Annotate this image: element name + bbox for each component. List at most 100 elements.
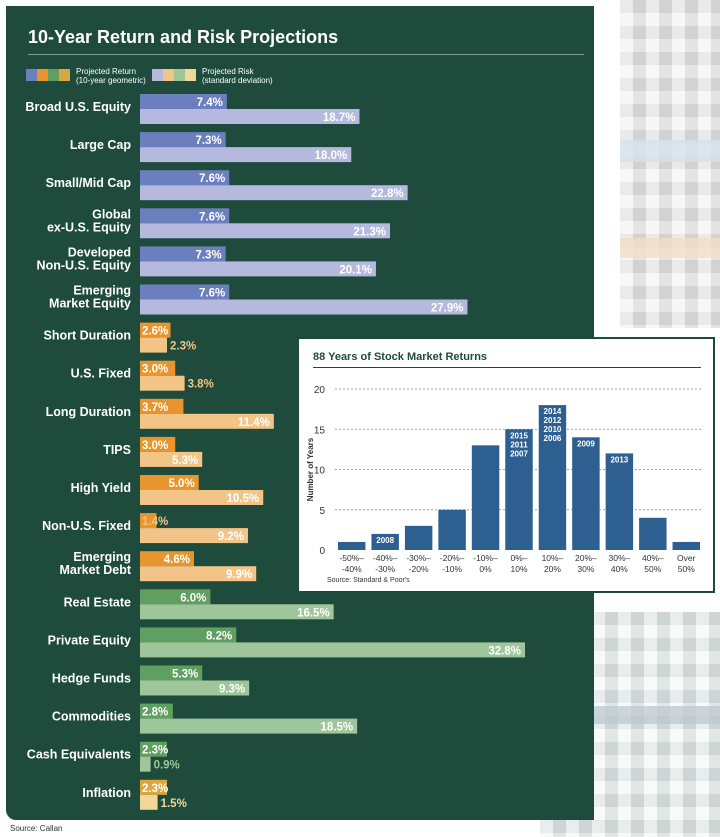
x-tick-label: -20%: [409, 564, 429, 574]
category-label: Small/Mid Cap: [46, 176, 132, 190]
y-axis-label: Number of Years: [306, 437, 315, 501]
return-value-label: 2.3%: [142, 745, 168, 757]
category-label: Broad U.S. Equity: [25, 100, 131, 114]
return-value-label: 3.0%: [142, 364, 168, 376]
category-label: Large Cap: [70, 138, 131, 152]
return-bar: [140, 513, 157, 529]
risk-value-label: 18.7%: [323, 112, 356, 124]
x-tick-label: 0%: [479, 564, 492, 574]
risk-value-label: 5.3%: [172, 455, 198, 467]
risk-value-label: 9.3%: [219, 684, 245, 696]
return-bar: [140, 398, 184, 414]
blurred-background-image: [620, 0, 720, 328]
return-value-label: 2.8%: [142, 707, 168, 719]
category-label: Real Estate: [64, 595, 131, 609]
risk-value-label: 18.0%: [315, 150, 348, 162]
legend-item-risk: Projected Risk (standard deviation): [202, 67, 273, 85]
risk-bar: [140, 528, 248, 544]
legend-label-return: Projected Return: [76, 67, 137, 76]
x-tick-label: 30%–: [608, 553, 630, 563]
return-bar: [140, 360, 176, 376]
bar-year-label: 2010: [544, 425, 562, 434]
risk-bar: [140, 451, 203, 467]
risk-bar: [140, 299, 468, 315]
inset-source-note: Source: Standard & Poor's: [327, 577, 410, 584]
category-label-line: Developed: [68, 245, 131, 259]
risk-bar: [140, 337, 167, 353]
x-tick-label: -30%–: [406, 553, 431, 563]
y-tick-label: 0: [319, 546, 325, 557]
category-label: TIPS: [103, 443, 131, 457]
category-label: Emerging Market Debt: [59, 550, 131, 577]
return-bar: [140, 741, 167, 757]
category-label-line: Long Duration: [46, 405, 131, 419]
return-value-label: 8.2%: [206, 630, 232, 642]
risk-value-label: 22.8%: [371, 188, 404, 200]
return-value-label: 2.3%: [142, 783, 168, 795]
return-value-label: 2.6%: [142, 326, 168, 338]
risk-value-label: 0.9%: [154, 760, 180, 772]
x-tick-label: 20%: [544, 564, 561, 574]
category-label-line: ex-U.S. Equity: [47, 220, 131, 234]
legend-item-return: Projected Return (10-year geometric): [76, 67, 146, 85]
bar-year-label: 2008: [376, 536, 394, 545]
risk-bar: [140, 375, 185, 391]
return-bar: [140, 94, 227, 109]
category-label-line: Hedge Funds: [52, 672, 131, 686]
return-bar: [140, 246, 226, 262]
inset-title-divider: [313, 367, 701, 368]
return-value-label: 7.3%: [195, 135, 221, 147]
x-tick-label: 20%–: [575, 553, 597, 563]
category-label: Inflation: [82, 786, 131, 800]
category-label-line: Market Equity: [49, 297, 131, 311]
category-label-line: Emerging: [73, 284, 131, 298]
return-bar: [140, 703, 173, 719]
bar-year-label: 2013: [610, 455, 628, 464]
category-label: Commodities: [52, 710, 131, 724]
histogram-bar: [471, 445, 500, 550]
risk-bar: [140, 413, 274, 429]
return-bar: [140, 589, 211, 605]
risk-bar: [140, 680, 250, 696]
risk-value-label: 21.3%: [353, 226, 386, 238]
category-label-line: Market Debt: [59, 563, 131, 577]
category-label: Non-U.S. Fixed: [42, 519, 131, 533]
histogram-bar: [404, 525, 433, 550]
category-label: Emerging Market Equity: [49, 284, 131, 311]
y-tick-label: 15: [314, 425, 326, 436]
return-bar: [140, 665, 203, 681]
x-tick-label: -10%–: [473, 553, 498, 563]
histogram-plot: 0 5 10 15 20 Number of Years -50%–-40% 2008 -40%…: [306, 385, 703, 574]
blurred-background-band: [560, 706, 720, 724]
category-label-line: Private Equity: [48, 633, 131, 647]
return-bar: [140, 779, 167, 795]
risk-bar: [140, 718, 358, 734]
x-tick-label: -30%: [375, 564, 395, 574]
legend-swatch-risk: [152, 69, 196, 81]
risk-bar: [140, 109, 360, 124]
histogram-bar: [605, 453, 634, 550]
risk-bar: [140, 261, 376, 277]
legend-swatch-return: [26, 69, 70, 81]
category-label: U.S. Fixed: [71, 367, 131, 381]
return-value-label: 5.0%: [168, 478, 194, 490]
histogram-bar: [672, 541, 700, 550]
category-label-line: Global: [92, 207, 131, 221]
projections-bars: Broad U.S. Equity 7.4% 18.7% Large Cap 7.3% 1…: [25, 94, 525, 810]
return-bar: [140, 436, 176, 452]
return-value-label: 7.6%: [199, 288, 225, 300]
histogram-bar: [338, 541, 366, 550]
histogram-bar: [572, 437, 600, 550]
category-label-line: Cash Equivalents: [27, 748, 131, 762]
risk-value-label: 3.8%: [188, 379, 214, 391]
bar-year-label: 2015: [510, 431, 528, 440]
return-bar: [140, 322, 171, 338]
risk-value-label: 16.5%: [297, 607, 330, 619]
risk-value-label: 2.3%: [170, 341, 196, 353]
risk-bar: [140, 566, 257, 582]
risk-value-label: 1.5%: [161, 798, 187, 810]
return-bar: [140, 627, 237, 643]
bar-year-label: 2011: [510, 440, 528, 449]
risk-bar: [140, 223, 391, 239]
risk-bar: [140, 490, 264, 505]
